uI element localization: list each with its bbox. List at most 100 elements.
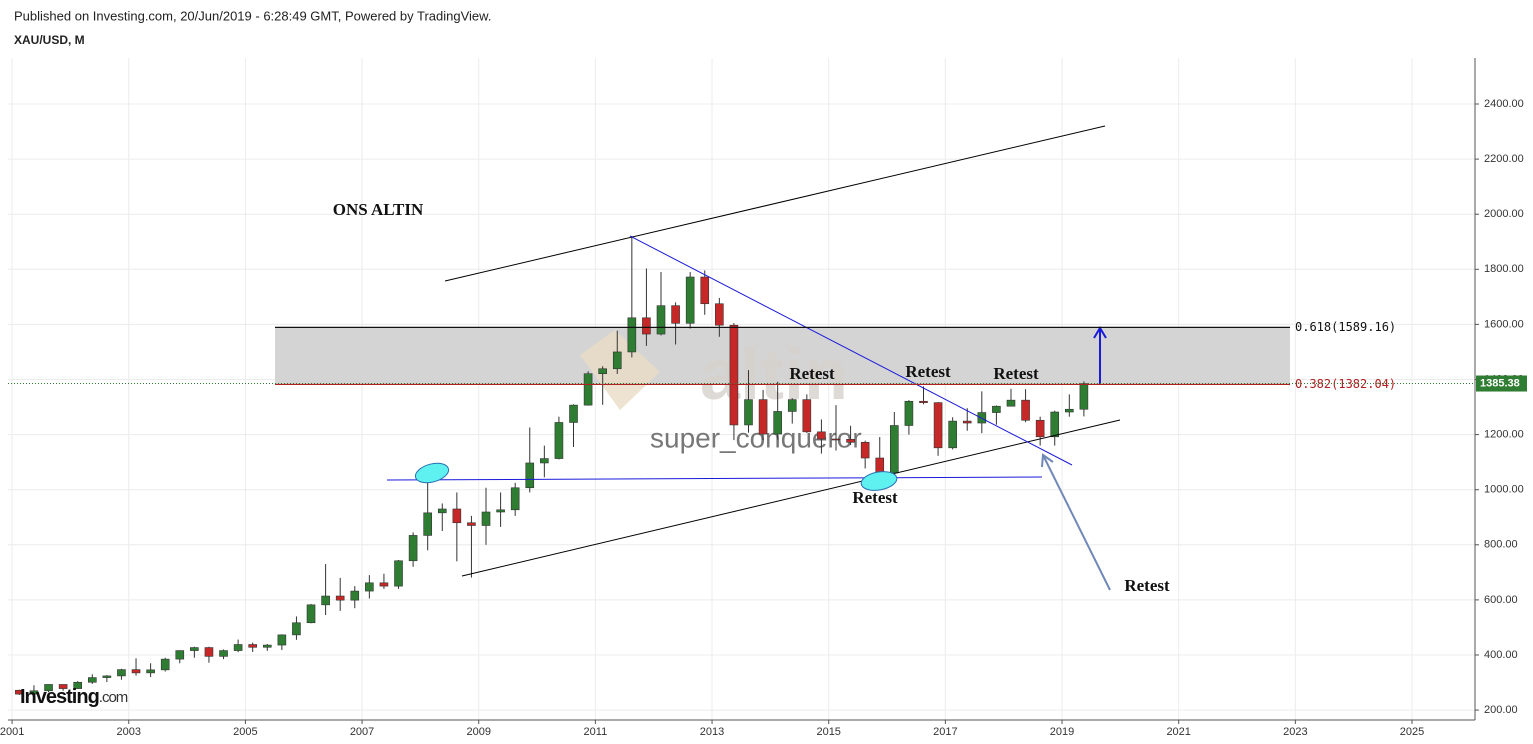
annotation: Retest — [905, 362, 951, 381]
candle-body — [496, 509, 505, 513]
x-tick-label: 2023 — [1283, 726, 1307, 738]
candle-body — [131, 669, 141, 674]
last-price-label: 1385.38 — [1480, 377, 1520, 389]
candle-body — [758, 399, 768, 435]
watermark-user: super_conqueror — [650, 422, 862, 453]
candle-body — [117, 669, 126, 677]
trend-line — [461, 419, 1121, 577]
candle-body — [452, 508, 462, 524]
candle-body — [58, 684, 68, 689]
candle-body — [306, 604, 316, 624]
trend-line — [386, 476, 1043, 481]
watermark-icon — [580, 330, 660, 410]
x-tick-label: 2005 — [233, 726, 257, 738]
y-tick-label: 1800.00 — [1484, 263, 1524, 275]
candle-body — [860, 442, 870, 459]
candle-body — [1021, 399, 1030, 421]
y-tick-label: 2400.00 — [1484, 98, 1524, 110]
candle-body — [379, 582, 389, 587]
annotation: Retest — [852, 488, 898, 507]
candle-body — [233, 644, 243, 651]
candle-body — [773, 411, 782, 435]
candle-body — [612, 351, 622, 370]
candle-body — [787, 399, 797, 412]
candle-body — [277, 634, 287, 646]
fib-label: 0.382(1382.04) — [1295, 377, 1396, 391]
x-tick-label: 2021 — [1166, 726, 1190, 738]
candle-body — [1079, 383, 1089, 410]
y-tick-label: 2000.00 — [1484, 208, 1524, 220]
candle-body — [992, 405, 1001, 413]
annotation: Retest — [789, 364, 835, 383]
logo: Investing.com — [20, 686, 128, 708]
arrow-head — [1093, 326, 1107, 339]
x-tick-label: 2009 — [466, 726, 490, 738]
candle-body — [262, 644, 272, 648]
candle-body — [175, 650, 185, 660]
candle-body — [685, 276, 695, 324]
y-tick-label: 600.00 — [1484, 594, 1518, 606]
candle-body — [904, 400, 914, 426]
candle-body — [510, 487, 520, 511]
overlay: 0.618(1589.16) 0.382(1382.04) — [8, 320, 1475, 391]
candle-body — [962, 420, 972, 424]
annotation: Retest — [993, 364, 1039, 383]
candle-body — [437, 508, 447, 514]
candle-body — [569, 404, 578, 423]
ellipse-marker — [860, 471, 898, 491]
x-tick-label: 2011 — [584, 726, 608, 738]
arrow — [1042, 454, 1111, 591]
candle-body — [525, 462, 535, 489]
candle-body — [335, 595, 345, 601]
candle-body — [598, 368, 607, 375]
x-tick-label: 2017 — [933, 726, 957, 738]
fib-label: 0.618(1589.16) — [1295, 320, 1396, 334]
ellipse-marker — [414, 462, 450, 484]
candle-body — [700, 276, 710, 305]
candle-body — [1006, 399, 1016, 407]
candle-body — [1065, 408, 1074, 413]
candle-body — [44, 684, 53, 692]
candle-body — [933, 402, 943, 449]
candle-body — [321, 595, 330, 606]
trend-line — [629, 235, 1073, 466]
candle-body — [423, 512, 432, 536]
candle-body — [219, 650, 228, 657]
y-tick-label: 1200.00 — [1484, 428, 1524, 440]
candle-body — [1035, 419, 1045, 438]
candle-body — [846, 438, 855, 443]
candle-body — [467, 522, 476, 526]
annotation-title: ONS ALTIN — [333, 200, 424, 219]
candle-body — [802, 399, 812, 433]
candle-body — [948, 420, 957, 449]
x-tick-label: 2007 — [350, 726, 374, 738]
fib-zone — [275, 327, 1290, 385]
candle-body — [671, 305, 680, 324]
candle-body — [292, 622, 301, 636]
fib-band — [275, 327, 1290, 385]
candle-body — [817, 431, 826, 440]
candle-body — [715, 303, 724, 326]
logo-main: Investing — [20, 686, 99, 708]
grid — [8, 58, 1475, 720]
y-tick-label: 800.00 — [1484, 539, 1518, 551]
logo-suffix: .com — [99, 689, 128, 706]
candle-body — [350, 590, 360, 601]
candle-body — [890, 425, 899, 474]
x-tick-label: 2003 — [117, 726, 141, 738]
candle-body — [15, 689, 24, 695]
annotation: Retest — [1124, 576, 1170, 595]
candle-body — [248, 644, 257, 648]
candle-body — [831, 438, 841, 441]
candle-body — [627, 317, 637, 353]
candle-body — [642, 317, 651, 335]
candle-body — [919, 400, 928, 403]
arrow-head — [1041, 453, 1054, 468]
trend-line — [444, 125, 1106, 282]
y-tick-label: 2200.00 — [1484, 153, 1524, 165]
candle-body — [656, 305, 666, 335]
candle-body — [394, 560, 403, 587]
x-tick-label: 2015 — [816, 726, 840, 738]
candle-body — [160, 658, 170, 671]
